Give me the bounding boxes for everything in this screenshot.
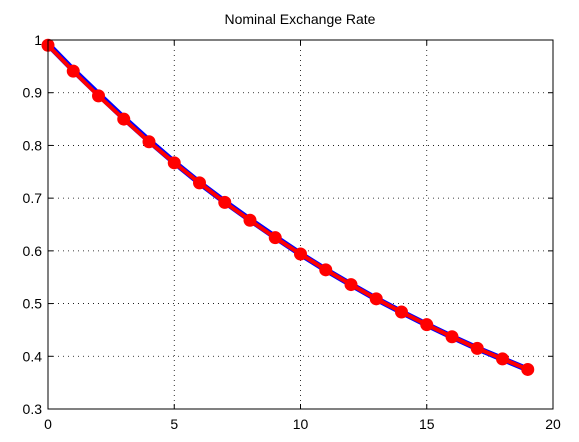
y-tick-label: 0.3: [23, 401, 43, 417]
data-point: [66, 64, 80, 78]
chart-title: Nominal Exchange Rate: [225, 11, 376, 27]
data-point: [294, 247, 307, 261]
y-tick-label: 0.5: [23, 296, 43, 312]
x-tick-label: 20: [545, 416, 561, 432]
y-tick-label: 0.9: [23, 85, 43, 101]
data-point: [369, 292, 383, 306]
data-point: [142, 135, 156, 149]
y-tick-label: 0.7: [23, 190, 43, 206]
data-point: [268, 231, 282, 245]
y-tick-label: 0.4: [23, 348, 43, 364]
y-tick-label: 0.8: [23, 137, 43, 153]
data-point: [218, 195, 232, 209]
data-point: [496, 352, 509, 366]
data-point: [445, 330, 459, 344]
x-tick-label: 5: [170, 416, 178, 432]
x-tick-label: 0: [44, 416, 52, 432]
data-point: [395, 305, 408, 319]
y-tick-label: 0.6: [23, 243, 43, 259]
data-point: [420, 318, 434, 332]
series-1: [41, 38, 535, 376]
x-tick-label: 15: [419, 416, 435, 432]
data-point: [92, 89, 105, 103]
data-point: [344, 278, 358, 292]
data-point: [193, 176, 206, 190]
data-point: [470, 341, 484, 355]
y-tick-label: 1: [34, 32, 42, 48]
plot-series: [41, 38, 535, 376]
data-point: [243, 213, 257, 227]
series-line-1: [46, 43, 530, 372]
data-point: [521, 362, 535, 376]
data-point: [167, 156, 181, 170]
axis-ticks: 0 5 10 15 20 0.3 0.4 0.5 0.6 0.7 0.8 0.9 1: [23, 32, 561, 432]
grid: [48, 40, 553, 409]
series-0: [45, 41, 531, 373]
x-tick-label: 10: [293, 416, 309, 432]
data-point: [319, 263, 333, 277]
data-point: [117, 112, 131, 126]
series-line-0: [45, 41, 531, 373]
